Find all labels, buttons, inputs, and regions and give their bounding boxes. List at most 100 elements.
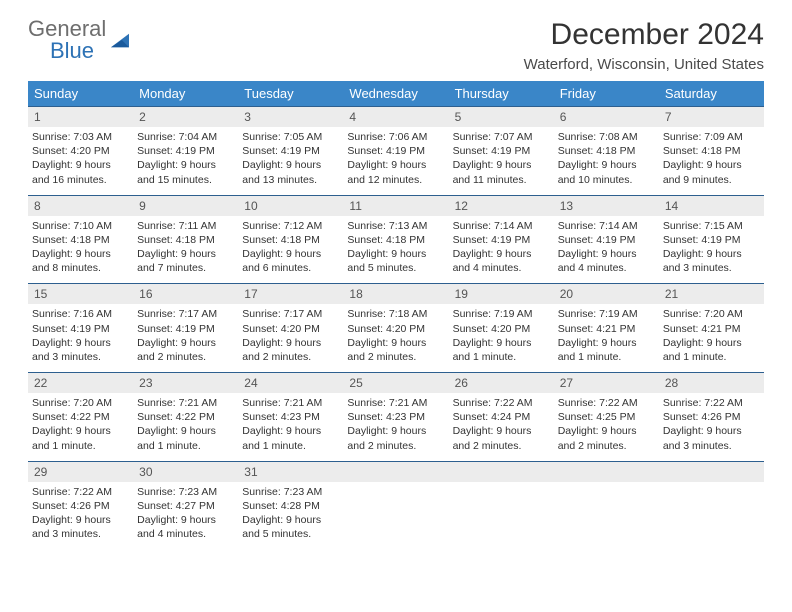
daylight-line2: and 2 minutes. [558, 439, 655, 453]
day-cell: Sunrise: 7:19 AMSunset: 4:21 PMDaylight:… [554, 304, 659, 372]
sunrise-text: Sunrise: 7:18 AM [347, 307, 444, 321]
sunset-text: Sunset: 4:19 PM [453, 233, 550, 247]
daylight-line2: and 4 minutes. [453, 261, 550, 275]
day-cell: Sunrise: 7:23 AMSunset: 4:27 PMDaylight:… [133, 482, 238, 550]
sunset-text: Sunset: 4:21 PM [663, 322, 760, 336]
sunrise-text: Sunrise: 7:21 AM [137, 396, 234, 410]
day-number: 10 [238, 195, 343, 216]
sunset-text: Sunset: 4:26 PM [663, 410, 760, 424]
day-cell: Sunrise: 7:15 AMSunset: 4:19 PMDaylight:… [659, 216, 764, 284]
sunset-text: Sunset: 4:18 PM [137, 233, 234, 247]
sunrise-text: Sunrise: 7:22 AM [558, 396, 655, 410]
day-number: 29 [28, 461, 133, 482]
day-number: 27 [554, 372, 659, 393]
day-number: 12 [449, 195, 554, 216]
sunrise-text: Sunrise: 7:16 AM [32, 307, 129, 321]
daylight-line2: and 2 minutes. [242, 350, 339, 364]
day-cell: Sunrise: 7:22 AMSunset: 4:26 PMDaylight:… [28, 482, 133, 550]
daylight-line1: Daylight: 9 hours [558, 158, 655, 172]
day-cell: Sunrise: 7:19 AMSunset: 4:20 PMDaylight:… [449, 304, 554, 372]
day-cell: Sunrise: 7:21 AMSunset: 4:22 PMDaylight:… [133, 393, 238, 461]
daylight-line1: Daylight: 9 hours [453, 424, 550, 438]
day-cell: Sunrise: 7:20 AMSunset: 4:22 PMDaylight:… [28, 393, 133, 461]
day-number: 16 [133, 283, 238, 304]
sunrise-text: Sunrise: 7:10 AM [32, 219, 129, 233]
sunrise-text: Sunrise: 7:07 AM [453, 130, 550, 144]
sunrise-text: Sunrise: 7:14 AM [453, 219, 550, 233]
daylight-line2: and 16 minutes. [32, 173, 129, 187]
sunrise-text: Sunrise: 7:22 AM [32, 485, 129, 499]
empty-cell [659, 482, 764, 550]
daylight-line2: and 5 minutes. [347, 261, 444, 275]
day-cell: Sunrise: 7:14 AMSunset: 4:19 PMDaylight:… [449, 216, 554, 284]
day-cell: Sunrise: 7:23 AMSunset: 4:28 PMDaylight:… [238, 482, 343, 550]
daylight-line2: and 1 minute. [453, 350, 550, 364]
day-number: 5 [449, 106, 554, 127]
daynum-row: 15161718192021 [28, 283, 764, 304]
daylight-line1: Daylight: 9 hours [558, 336, 655, 350]
weekday-header: Wednesday [343, 81, 448, 106]
sunset-text: Sunset: 4:20 PM [242, 322, 339, 336]
daynum-row: 1234567 [28, 106, 764, 127]
daylight-line2: and 2 minutes. [347, 350, 444, 364]
daylight-line2: and 3 minutes. [663, 439, 760, 453]
daylight-line2: and 13 minutes. [242, 173, 339, 187]
day-cell: Sunrise: 7:16 AMSunset: 4:19 PMDaylight:… [28, 304, 133, 372]
sunset-text: Sunset: 4:19 PM [137, 144, 234, 158]
sunset-text: Sunset: 4:24 PM [453, 410, 550, 424]
sunrise-text: Sunrise: 7:03 AM [32, 130, 129, 144]
day-body-row: Sunrise: 7:10 AMSunset: 4:18 PMDaylight:… [28, 216, 764, 284]
day-number: 21 [659, 283, 764, 304]
day-number: 20 [554, 283, 659, 304]
sunrise-text: Sunrise: 7:20 AM [663, 307, 760, 321]
day-cell: Sunrise: 7:06 AMSunset: 4:19 PMDaylight:… [343, 127, 448, 195]
sunset-text: Sunset: 4:18 PM [242, 233, 339, 247]
daylight-line2: and 1 minute. [242, 439, 339, 453]
daylight-line1: Daylight: 9 hours [663, 424, 760, 438]
daylight-line2: and 9 minutes. [663, 173, 760, 187]
sunrise-text: Sunrise: 7:13 AM [347, 219, 444, 233]
daylight-line1: Daylight: 9 hours [32, 424, 129, 438]
daylight-line2: and 12 minutes. [347, 173, 444, 187]
empty-cell [449, 482, 554, 550]
day-cell: Sunrise: 7:07 AMSunset: 4:19 PMDaylight:… [449, 127, 554, 195]
sunset-text: Sunset: 4:19 PM [32, 322, 129, 336]
sunset-text: Sunset: 4:19 PM [453, 144, 550, 158]
daylight-line2: and 3 minutes. [32, 350, 129, 364]
daylight-line2: and 1 minute. [137, 439, 234, 453]
day-number: 7 [659, 106, 764, 127]
daylight-line2: and 11 minutes. [453, 173, 550, 187]
empty-cell [343, 482, 448, 550]
day-number: 18 [343, 283, 448, 304]
daylight-line1: Daylight: 9 hours [137, 247, 234, 261]
day-number: 2 [133, 106, 238, 127]
day-number: 24 [238, 372, 343, 393]
daylight-line1: Daylight: 9 hours [347, 158, 444, 172]
daylight-line2: and 1 minute. [663, 350, 760, 364]
daylight-line1: Daylight: 9 hours [453, 158, 550, 172]
day-number: 15 [28, 283, 133, 304]
daylight-line1: Daylight: 9 hours [32, 336, 129, 350]
day-number: 4 [343, 106, 448, 127]
daylight-line2: and 10 minutes. [558, 173, 655, 187]
sunrise-text: Sunrise: 7:23 AM [242, 485, 339, 499]
sunrise-text: Sunrise: 7:05 AM [242, 130, 339, 144]
day-number: 11 [343, 195, 448, 216]
day-number: 17 [238, 283, 343, 304]
day-number: 31 [238, 461, 343, 482]
daylight-line2: and 2 minutes. [347, 439, 444, 453]
daylight-line2: and 1 minute. [558, 350, 655, 364]
empty-cell [659, 461, 764, 482]
sunrise-text: Sunrise: 7:08 AM [558, 130, 655, 144]
daylight-line2: and 6 minutes. [242, 261, 339, 275]
day-body-row: Sunrise: 7:22 AMSunset: 4:26 PMDaylight:… [28, 482, 764, 550]
daylight-line1: Daylight: 9 hours [558, 424, 655, 438]
sunset-text: Sunset: 4:23 PM [347, 410, 444, 424]
daylight-line1: Daylight: 9 hours [663, 336, 760, 350]
daylight-line1: Daylight: 9 hours [453, 336, 550, 350]
daylight-line1: Daylight: 9 hours [137, 424, 234, 438]
location-subtitle: Waterford, Wisconsin, United States [524, 56, 764, 73]
sunrise-text: Sunrise: 7:19 AM [558, 307, 655, 321]
logo-triangle-icon [109, 31, 131, 49]
daylight-line2: and 15 minutes. [137, 173, 234, 187]
